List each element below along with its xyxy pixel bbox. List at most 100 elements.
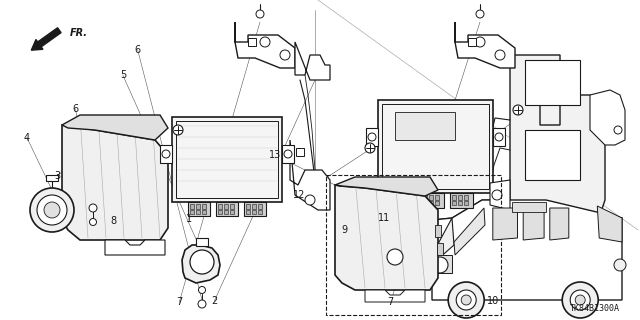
Bar [406, 195, 410, 200]
Text: 11: 11 [378, 212, 390, 223]
Bar [202, 210, 206, 214]
Polygon shape [590, 90, 625, 145]
Bar [366, 128, 378, 146]
Text: 2: 2 [211, 296, 218, 306]
Bar [464, 201, 468, 205]
Circle shape [280, 50, 290, 60]
Circle shape [476, 10, 484, 18]
Bar [400, 195, 404, 200]
Circle shape [90, 219, 97, 226]
Circle shape [198, 300, 206, 308]
Circle shape [448, 282, 484, 318]
Circle shape [432, 257, 448, 273]
Bar [160, 145, 172, 163]
Polygon shape [62, 115, 168, 140]
Bar [176, 121, 278, 198]
Circle shape [44, 202, 60, 218]
Polygon shape [295, 42, 330, 80]
Polygon shape [290, 140, 330, 210]
Circle shape [89, 204, 97, 212]
Bar [244, 202, 266, 216]
Bar [246, 204, 250, 209]
Polygon shape [335, 185, 438, 290]
Bar [525, 60, 580, 105]
Bar [196, 238, 208, 246]
Bar [218, 210, 222, 214]
Circle shape [570, 290, 590, 310]
Bar [452, 195, 456, 200]
Circle shape [365, 143, 375, 153]
Bar [525, 130, 580, 180]
Circle shape [461, 295, 471, 305]
Bar [230, 204, 234, 209]
Text: 10: 10 [486, 296, 499, 306]
Bar [400, 201, 404, 205]
Bar [326, 175, 501, 315]
Text: 9: 9 [341, 225, 348, 236]
Bar [382, 104, 489, 189]
Polygon shape [432, 200, 622, 300]
Polygon shape [490, 180, 510, 210]
Text: 13: 13 [269, 150, 282, 160]
Bar [378, 100, 493, 193]
Text: 6: 6 [134, 44, 141, 55]
Bar [196, 210, 200, 214]
Polygon shape [105, 240, 165, 255]
Bar [435, 225, 441, 237]
Circle shape [492, 190, 502, 200]
Circle shape [575, 295, 585, 305]
Polygon shape [432, 218, 454, 260]
Text: 6: 6 [72, 104, 79, 114]
Bar [252, 204, 256, 209]
Bar [252, 210, 256, 214]
Bar [258, 210, 262, 214]
Bar [172, 117, 282, 202]
Bar [190, 204, 194, 209]
Bar [452, 201, 456, 205]
Text: 3: 3 [54, 171, 61, 181]
Circle shape [562, 282, 598, 318]
Bar [224, 204, 228, 209]
Bar [464, 195, 468, 200]
Polygon shape [182, 245, 220, 283]
Circle shape [614, 126, 622, 134]
Bar [216, 202, 238, 216]
Text: 1: 1 [186, 214, 192, 224]
Polygon shape [454, 208, 485, 255]
Polygon shape [455, 22, 515, 68]
Bar [423, 201, 427, 205]
Circle shape [190, 250, 214, 274]
Text: 4: 4 [24, 132, 30, 143]
Circle shape [256, 10, 264, 18]
Bar [406, 201, 410, 205]
Bar [196, 204, 200, 209]
Circle shape [387, 249, 403, 265]
Bar [248, 38, 256, 46]
Circle shape [495, 50, 505, 60]
Circle shape [305, 195, 315, 205]
FancyArrow shape [31, 28, 61, 50]
Bar [450, 193, 473, 208]
Circle shape [456, 290, 476, 310]
Text: 5: 5 [120, 70, 126, 80]
Bar [423, 195, 427, 200]
Bar [46, 175, 58, 181]
Bar [394, 195, 398, 200]
Bar [512, 202, 546, 212]
Circle shape [260, 37, 270, 47]
Bar [394, 201, 398, 205]
Bar [246, 210, 250, 214]
Text: 7: 7 [176, 297, 182, 308]
Circle shape [198, 286, 205, 293]
Bar [493, 128, 505, 146]
Circle shape [173, 125, 183, 135]
Bar [435, 195, 439, 200]
Polygon shape [510, 55, 605, 230]
Polygon shape [597, 206, 622, 242]
Bar [429, 195, 433, 200]
Bar [392, 193, 415, 208]
Bar [434, 255, 452, 273]
Text: FR.: FR. [69, 28, 87, 38]
Bar [258, 204, 262, 209]
Bar [435, 201, 439, 205]
